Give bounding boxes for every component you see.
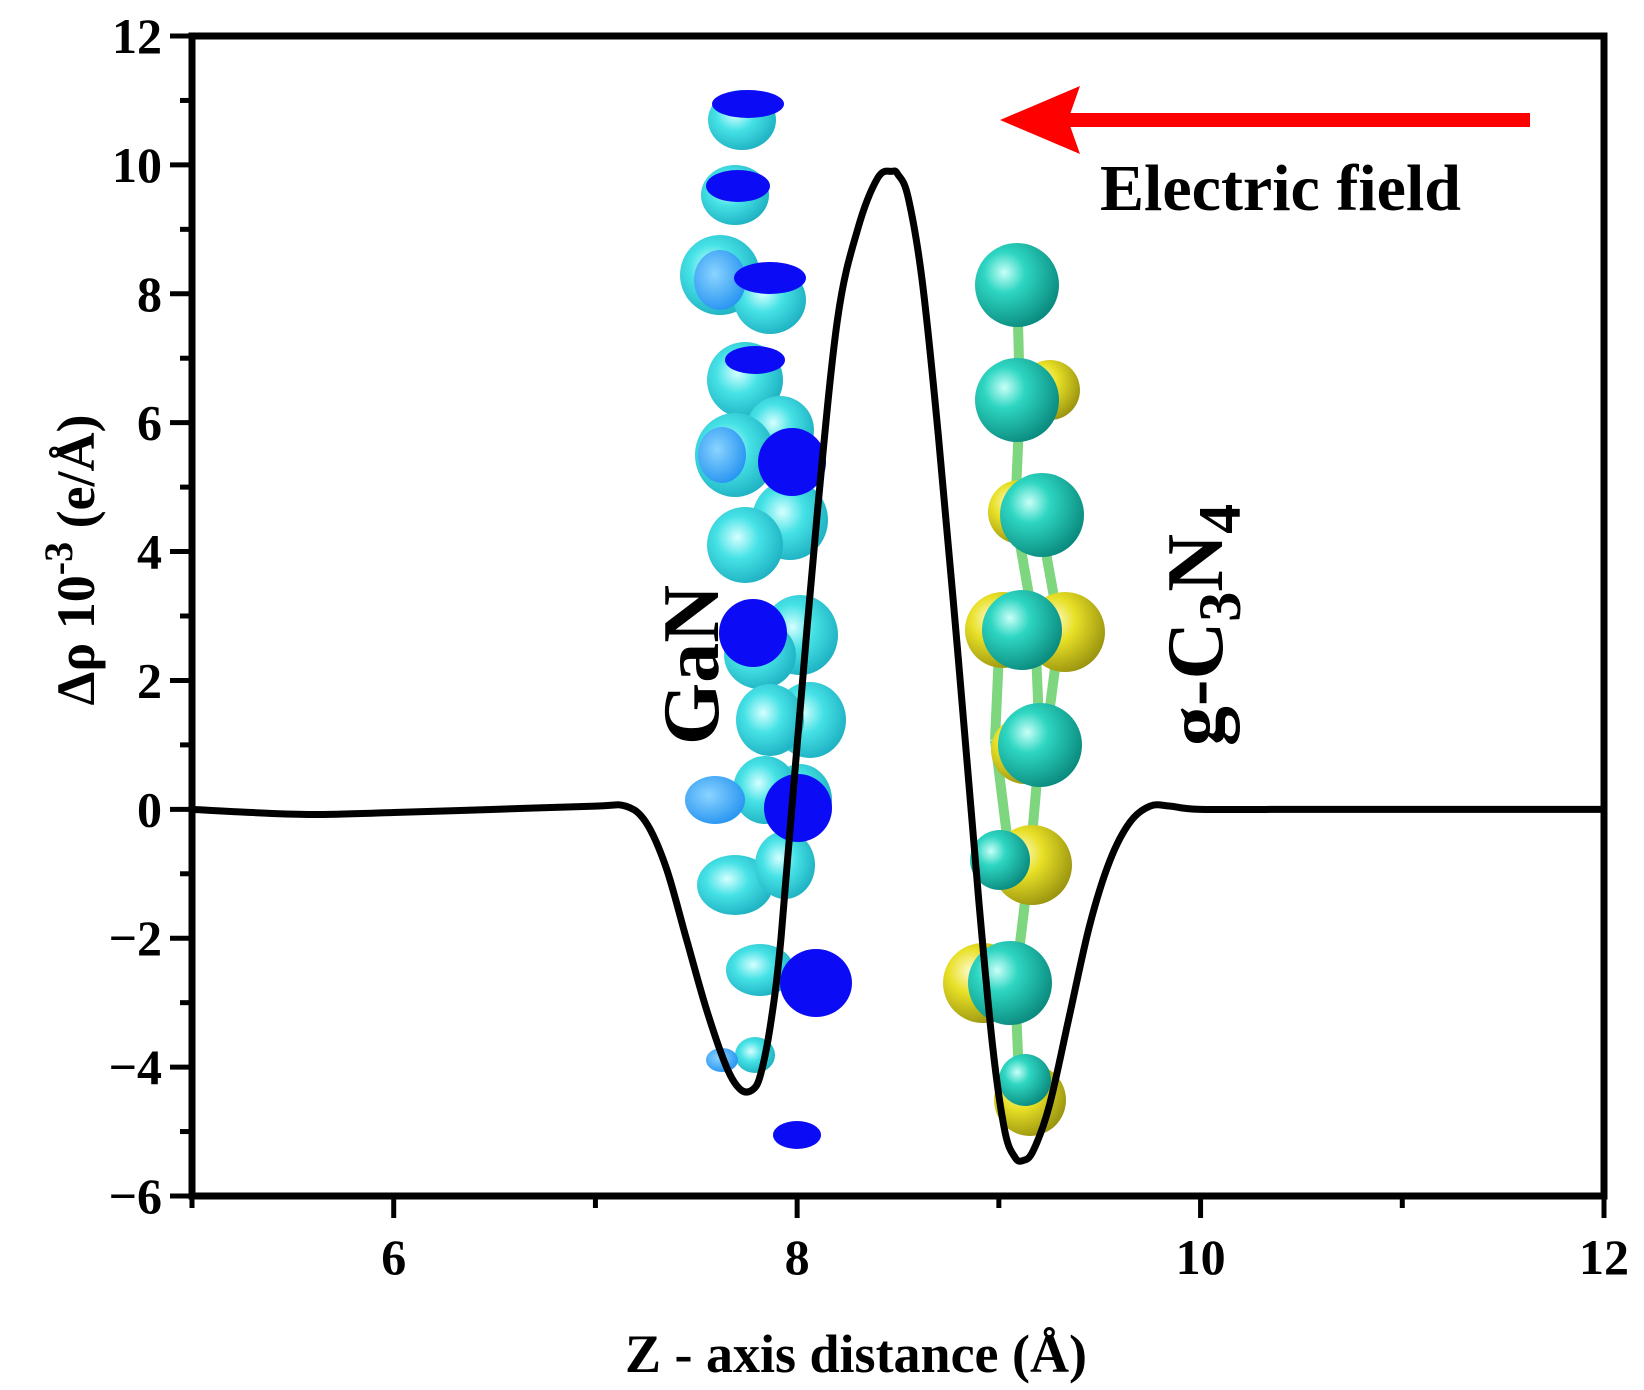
- g-c3n4-label-gc: g-C: [1152, 622, 1240, 746]
- y-tick-label: 0: [137, 781, 162, 837]
- gan-atom-dark: [780, 949, 852, 1017]
- carbon-atom: [998, 703, 1082, 787]
- x-tick-label: 8: [785, 1229, 810, 1285]
- gan-charge-lobe-mid: [694, 250, 746, 310]
- g-c3n4-label: g-C3N4: [1152, 504, 1253, 746]
- gan-atom-dark: [719, 599, 787, 667]
- carbon-atom: [1000, 473, 1084, 557]
- gan-charge-lobe: [736, 684, 804, 756]
- delta-rho-series-line: [188, 167, 1608, 1165]
- y-tick-label: −6: [109, 1168, 163, 1224]
- y-axis-title-main: Δρ 10: [46, 575, 106, 705]
- gan-atom-dark: [773, 1121, 821, 1149]
- y-tick-label: 6: [137, 395, 162, 451]
- gan-charge-lobe-mid: [685, 776, 745, 824]
- carbon-atom: [999, 1054, 1051, 1106]
- gan-label: GaN: [648, 585, 736, 745]
- carbon-atom: [975, 243, 1059, 327]
- gan-charge-lobe: [707, 507, 783, 583]
- y-tick-label: 4: [137, 524, 162, 580]
- gan-atom-dark: [734, 262, 806, 294]
- gan-charge-lobe-mid: [698, 427, 746, 483]
- x-tick-label: 10: [1176, 1229, 1226, 1285]
- carbon-atom: [975, 358, 1059, 442]
- gan-charge-lobe: [697, 855, 773, 915]
- electric-field-arrow: [1000, 86, 1530, 154]
- y-tick-label: −2: [109, 910, 163, 966]
- x-tick-label: 12: [1579, 1229, 1629, 1285]
- axis-tick-labels: 6 8 10 12 −6 −4 −2 0 2 4 6 8 10 12: [109, 8, 1630, 1285]
- gan-atom-dark: [764, 774, 832, 842]
- electric-field-label: Electric field: [1100, 152, 1461, 225]
- g-c3n4-label-n: N: [1152, 534, 1240, 592]
- y-tick-label: 2: [137, 652, 162, 708]
- axis-ticks: [170, 33, 1607, 1218]
- y-tick-label: 10: [112, 137, 162, 193]
- y-tick-label: 8: [137, 266, 162, 322]
- gan-atom-dark: [758, 428, 826, 496]
- g-c3n4-structure-illustration: [943, 243, 1105, 1136]
- y-tick-label: −4: [109, 1039, 163, 1095]
- y-axis-title: Δρ 10-3 (e/Å): [36, 414, 106, 705]
- g-c3n4-label-sub3: 3: [1187, 592, 1253, 622]
- x-tick-label: 6: [381, 1229, 406, 1285]
- y-axis-title-unit: (e/Å): [46, 414, 106, 541]
- gan-atom-dark: [725, 346, 785, 374]
- g-c3n4-label-sub4: 4: [1187, 504, 1253, 534]
- y-axis-title-exponent: -3: [36, 542, 81, 575]
- carbon-atom: [982, 590, 1062, 670]
- y-tick-label: 12: [112, 8, 162, 64]
- gan-atom-dark: [712, 90, 784, 118]
- gan-structure-illustration: [680, 90, 852, 1149]
- gan-atom-dark: [706, 170, 770, 202]
- carbon-atom: [970, 830, 1030, 890]
- x-axis-title: Z - axis distance (Å): [625, 1324, 1087, 1384]
- arrow-head: [1000, 86, 1080, 154]
